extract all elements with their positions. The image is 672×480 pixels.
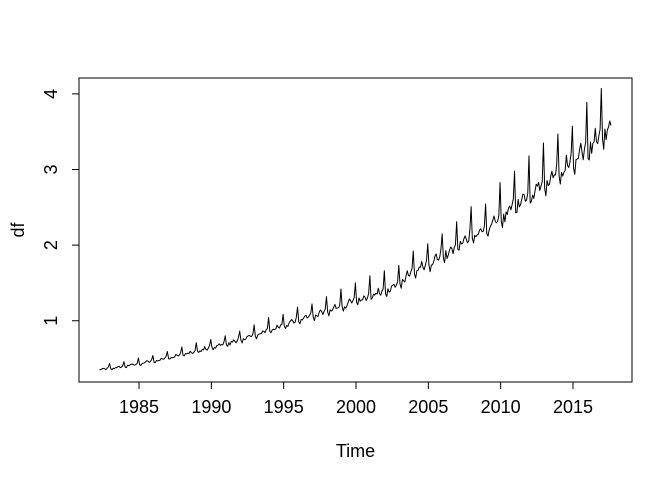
x-tick-label: 2015 (553, 397, 593, 417)
x-tick-label: 1995 (264, 397, 304, 417)
x-axis-title: Time (336, 441, 375, 461)
x-tick-label: 2010 (481, 397, 521, 417)
x-tick-label: 2005 (408, 397, 448, 417)
x-tick-label: 1990 (191, 397, 231, 417)
y-axis-ticks: 1 2 3 4 (41, 89, 79, 326)
y-axis-title: df (8, 221, 28, 237)
x-tick-label: 1985 (119, 397, 159, 417)
x-axis-ticks: 1985 1990 1995 2000 2005 2010 2015 (119, 382, 593, 417)
series-line (99, 87, 612, 371)
y-tick-label: 4 (41, 89, 61, 99)
plot-box (78, 77, 633, 383)
y-tick-label: 1 (41, 316, 61, 326)
y-tick-label: 2 (41, 240, 61, 250)
x-tick-label: 2000 (336, 397, 376, 417)
y-tick-label: 3 (41, 164, 61, 174)
